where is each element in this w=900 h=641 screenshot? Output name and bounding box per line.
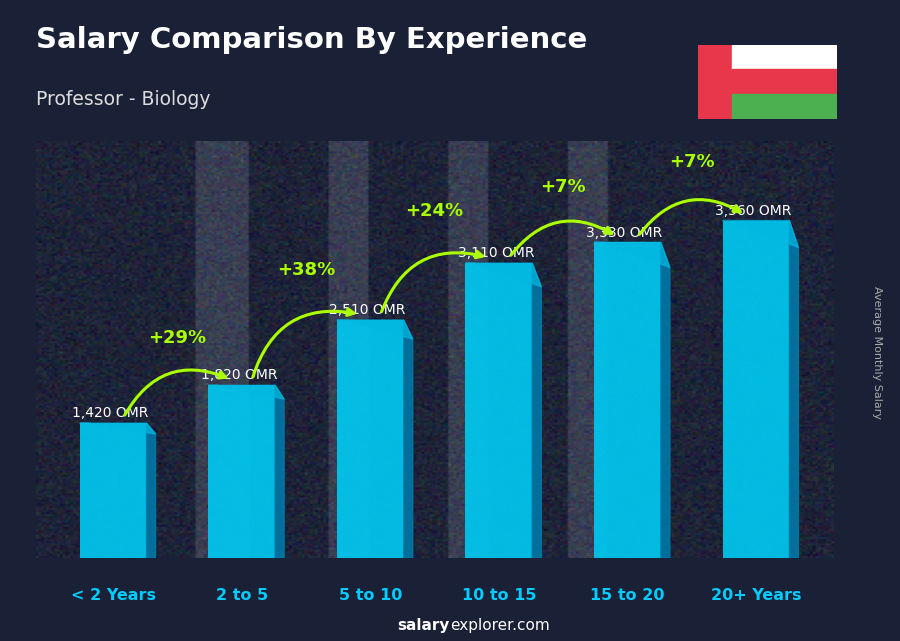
Text: 10 to 15: 10 to 15 xyxy=(462,588,536,603)
Bar xyxy=(723,221,789,558)
Text: 2 to 5: 2 to 5 xyxy=(216,588,268,603)
Polygon shape xyxy=(147,423,156,558)
Text: salary: salary xyxy=(398,619,450,633)
Bar xyxy=(733,45,837,69)
Bar xyxy=(733,69,837,94)
Text: +7%: +7% xyxy=(540,178,586,196)
Polygon shape xyxy=(404,320,413,558)
Bar xyxy=(594,242,661,558)
Bar xyxy=(337,320,404,558)
Polygon shape xyxy=(661,242,670,558)
Text: 3,110 OMR: 3,110 OMR xyxy=(458,246,535,260)
Polygon shape xyxy=(789,221,798,558)
Text: +7%: +7% xyxy=(669,153,715,171)
Text: 15 to 20: 15 to 20 xyxy=(590,588,665,603)
Text: 1,420 OMR: 1,420 OMR xyxy=(72,406,148,420)
Text: 20+ Years: 20+ Years xyxy=(711,588,801,603)
Text: 1,820 OMR: 1,820 OMR xyxy=(201,369,277,383)
Polygon shape xyxy=(723,221,798,247)
Bar xyxy=(733,94,837,119)
Text: < 2 Years: < 2 Years xyxy=(70,588,156,603)
Polygon shape xyxy=(275,385,284,558)
Text: Salary Comparison By Experience: Salary Comparison By Experience xyxy=(36,26,587,54)
Bar xyxy=(465,263,532,558)
Polygon shape xyxy=(532,263,541,558)
Text: +38%: +38% xyxy=(277,262,335,279)
Polygon shape xyxy=(337,320,413,339)
Bar xyxy=(698,45,733,119)
Text: explorer.com: explorer.com xyxy=(450,619,550,633)
Text: +29%: +29% xyxy=(148,329,206,347)
Text: 3,560 OMR: 3,560 OMR xyxy=(715,204,791,218)
Text: 2,510 OMR: 2,510 OMR xyxy=(329,303,406,317)
Text: Professor - Biology: Professor - Biology xyxy=(36,90,211,109)
Text: Average Monthly Salary: Average Monthly Salary xyxy=(872,286,883,419)
Text: 5 to 10: 5 to 10 xyxy=(338,588,402,603)
Polygon shape xyxy=(208,385,284,399)
Bar xyxy=(208,385,275,558)
Bar xyxy=(80,423,147,558)
Text: 3,330 OMR: 3,330 OMR xyxy=(586,226,662,240)
Polygon shape xyxy=(465,263,541,287)
Polygon shape xyxy=(594,242,670,267)
Polygon shape xyxy=(80,423,156,434)
Text: +24%: +24% xyxy=(406,202,464,220)
